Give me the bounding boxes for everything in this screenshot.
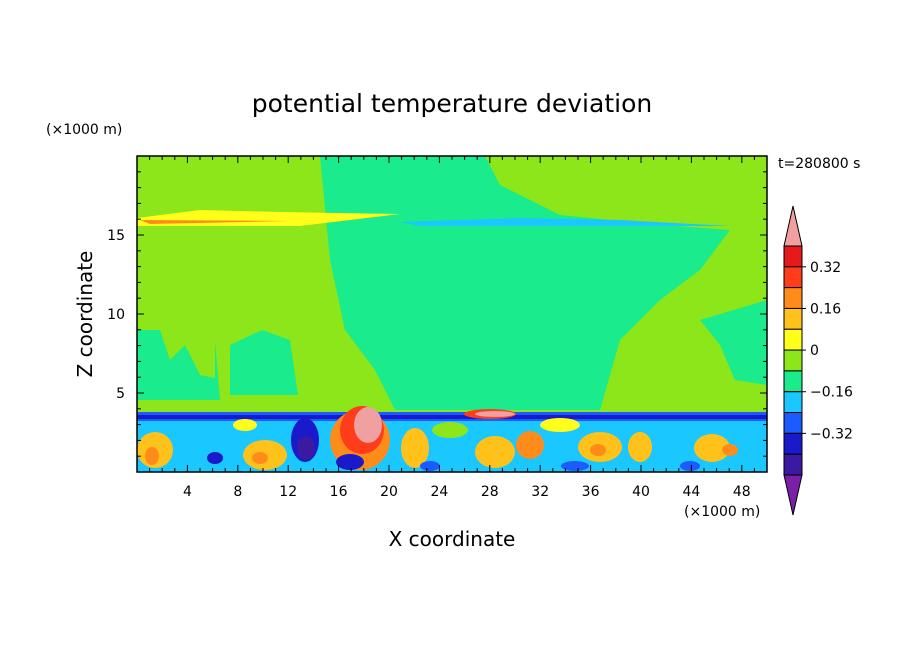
y-ticks: 5 10 15 [107, 171, 767, 457]
y-tick-label: 10 [107, 307, 125, 323]
chart-title: potential temperature deviation [252, 89, 652, 118]
x-tick-label: 36 [582, 484, 600, 500]
colorbar-swatch [783, 391, 803, 414]
x-tick-label: 16 [330, 484, 348, 500]
colorbar-swatch [783, 349, 803, 372]
x-ticks: 4 8 12 16 20 24 28 32 36 40 44 48 [149, 156, 755, 500]
y-axis-label: Z coordinate [73, 251, 97, 378]
x-tick-label: 8 [233, 484, 242, 500]
colorbar-label: −0.16 [810, 385, 853, 401]
y-tick-label: 5 [116, 386, 125, 402]
x-tick-label: 48 [733, 484, 751, 500]
colorbar-swatch [783, 245, 803, 268]
x-tick-label: 40 [632, 484, 650, 500]
time-label: t=280800 s [778, 156, 860, 172]
y-tick-label: 15 [107, 228, 125, 244]
colorbar-swatch [783, 370, 803, 393]
colorbar-min-arrow [783, 474, 803, 516]
colorbar-swatch [783, 328, 803, 351]
colorbar-swatch [783, 287, 803, 309]
x-tick-label: 20 [380, 484, 398, 500]
x-tick-label: 24 [430, 484, 448, 500]
x-axis-label: X coordinate [389, 527, 516, 551]
x-unit-label: (×1000 m) [684, 504, 760, 520]
colorbar-label: 0.16 [810, 301, 841, 317]
x-tick-label: 12 [279, 484, 297, 500]
colorbar-label: 0.32 [810, 260, 841, 276]
colorbar: 0.32 0.16 0 −0.16 −0.32 [783, 205, 853, 516]
colorbar-swatch [783, 412, 803, 434]
colorbar-swatch [783, 307, 803, 330]
colorbar-label: −0.32 [810, 426, 853, 442]
x-tick-label: 4 [183, 484, 192, 500]
x-tick-label: 44 [682, 484, 700, 500]
z-unit-label: (×1000 m) [46, 122, 122, 138]
colorbar-label: 0 [810, 343, 819, 359]
contour-field [137, 156, 767, 472]
x-tick-label: 28 [481, 484, 499, 500]
x-tick-label: 32 [531, 484, 549, 500]
colorbar-swatch [783, 266, 803, 289]
colorbar-swatch [783, 432, 803, 455]
colorbar-max-arrow [783, 205, 803, 247]
colorbar-swatch [783, 453, 803, 476]
